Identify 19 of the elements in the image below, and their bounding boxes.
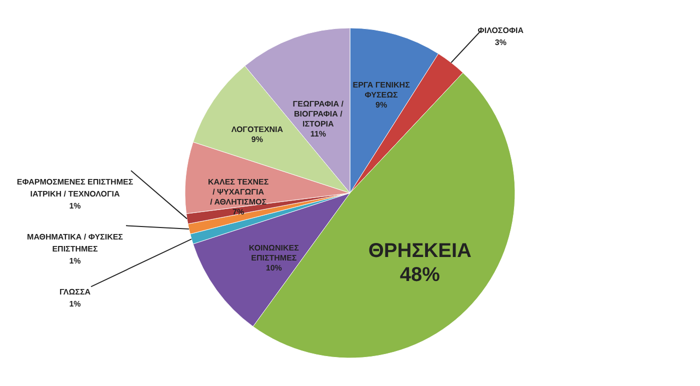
data-label: 11%	[310, 130, 326, 139]
slice-label: ΕΦΑΡΜΟΣΜΕΝΕΣ ΕΠΙΣΤΗΜΕΣ ΙΑΤΡΙΚΗ / ΤΕΧΝΟΛΟΓΙΑ	[16, 178, 134, 199]
slice-label: ΜΑΘΗΜΑΤΙΚΑ / ΦΥΣΙΚΕΣ ΕΠΙΣΤΗΜΕΣ	[27, 232, 124, 254]
data-label: 1%	[69, 256, 81, 266]
data-label: 48%	[400, 264, 440, 286]
data-label: 1%	[69, 300, 81, 309]
slice-label: ΘΡΗΣΚΕΙΑ	[368, 240, 472, 262]
data-label: 9%	[376, 100, 388, 110]
slice-label: ΓΕΩΓΡΑΦΙΑ / ΒΙΟΓΡΑΦΙΑ / ΙΣΤΟΡΙΑ	[292, 100, 344, 129]
data-label: 9%	[251, 134, 263, 144]
slice-label: ΓΛΩΣΣΑ	[59, 288, 91, 297]
slice-label: ΦΙΛΟΣΟΦΙΑ	[478, 26, 524, 36]
slice-label: ΕΡΓΑ ΓΕΝΙΚΗΣ ΦΥΣΕΩΣ	[352, 80, 410, 100]
data-label: 1%	[69, 202, 81, 211]
data-label: 3%	[494, 38, 506, 48]
slice-label: ΚΟΙΝΩΝΙΚΕΣ ΕΠΙΣΤΗΜΕΣ	[248, 243, 300, 262]
slice-label: ΚΑΛΕΣ ΤΕΧΝΕΣ / ΨΥΧΑΓΩΓΙΑ / ΑΘΛΗΤΙΣΜΟΣ	[208, 177, 269, 206]
slice-label: ΛΟΓΟΤΕΧΝΙΑ	[231, 124, 284, 134]
data-label: 10%	[266, 263, 282, 272]
